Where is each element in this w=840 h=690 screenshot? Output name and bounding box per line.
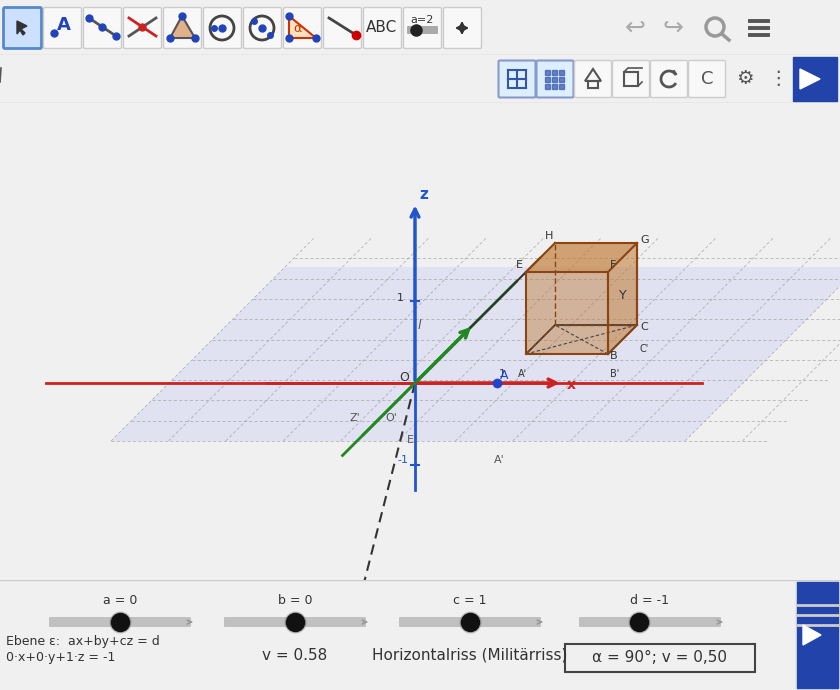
Text: ABC: ABC bbox=[366, 21, 397, 35]
Text: a = 0: a = 0 bbox=[102, 593, 137, 607]
FancyBboxPatch shape bbox=[83, 8, 122, 48]
Polygon shape bbox=[800, 69, 820, 89]
Polygon shape bbox=[17, 21, 27, 35]
Text: B': B' bbox=[610, 369, 619, 379]
Text: 1: 1 bbox=[397, 293, 404, 303]
FancyBboxPatch shape bbox=[284, 8, 322, 48]
Text: α = 90°; v = 0,50: α = 90°; v = 0,50 bbox=[592, 651, 727, 665]
Bar bbox=[795, 580, 840, 690]
FancyBboxPatch shape bbox=[689, 61, 726, 97]
Text: E': E' bbox=[407, 435, 417, 445]
Text: z: z bbox=[419, 186, 428, 201]
FancyBboxPatch shape bbox=[49, 617, 191, 627]
Polygon shape bbox=[803, 625, 821, 645]
FancyBboxPatch shape bbox=[323, 8, 361, 48]
Bar bbox=[552, 77, 557, 82]
Bar bbox=[552, 84, 557, 89]
FancyBboxPatch shape bbox=[612, 61, 649, 97]
FancyBboxPatch shape bbox=[3, 8, 41, 48]
FancyBboxPatch shape bbox=[650, 61, 687, 97]
FancyBboxPatch shape bbox=[164, 8, 202, 48]
Text: ⚙: ⚙ bbox=[736, 70, 753, 88]
Polygon shape bbox=[608, 243, 637, 354]
Text: A': A' bbox=[518, 369, 528, 379]
Text: c = 1: c = 1 bbox=[454, 593, 486, 607]
Polygon shape bbox=[800, 69, 820, 89]
Text: A': A' bbox=[494, 455, 505, 465]
Text: Ebene ε:  ax+by+cz = d: Ebene ε: ax+by+cz = d bbox=[6, 635, 160, 649]
Text: a=2: a=2 bbox=[410, 15, 433, 25]
Bar bbox=[588, 81, 598, 88]
Text: A: A bbox=[57, 16, 71, 34]
Polygon shape bbox=[170, 16, 195, 38]
FancyBboxPatch shape bbox=[407, 26, 438, 34]
Text: Horizontalriss (Militärriss): Horizontalriss (Militärriss) bbox=[372, 647, 568, 662]
Polygon shape bbox=[289, 16, 316, 38]
Bar bbox=[624, 72, 638, 86]
Text: A: A bbox=[500, 369, 508, 382]
Text: C': C' bbox=[640, 344, 649, 354]
Text: C: C bbox=[701, 70, 713, 88]
Bar bbox=[552, 70, 557, 75]
FancyBboxPatch shape bbox=[579, 617, 721, 627]
Text: G: G bbox=[640, 235, 648, 245]
Polygon shape bbox=[526, 272, 608, 354]
Text: F: F bbox=[610, 260, 617, 270]
FancyBboxPatch shape bbox=[203, 8, 242, 48]
Text: P: P bbox=[363, 611, 371, 625]
Bar bbox=[545, 70, 550, 75]
Text: ↪: ↪ bbox=[663, 16, 684, 40]
Text: Z': Z' bbox=[350, 413, 360, 423]
Text: 1: 1 bbox=[499, 369, 506, 379]
Polygon shape bbox=[111, 267, 840, 441]
Bar bbox=[565, 644, 755, 672]
FancyBboxPatch shape bbox=[444, 8, 481, 48]
Bar bbox=[559, 84, 564, 89]
FancyBboxPatch shape bbox=[44, 8, 81, 48]
FancyBboxPatch shape bbox=[575, 61, 612, 97]
Text: E: E bbox=[516, 260, 523, 270]
Bar bbox=[559, 70, 564, 75]
Bar bbox=[545, 77, 550, 82]
Text: 0·x+0·y+1·z = -1: 0·x+0·y+1·z = -1 bbox=[6, 651, 115, 664]
FancyBboxPatch shape bbox=[403, 8, 442, 48]
Text: B: B bbox=[610, 351, 617, 361]
Text: ⋮: ⋮ bbox=[769, 70, 788, 88]
Text: α: α bbox=[293, 21, 301, 34]
Bar bbox=[793, 57, 837, 101]
Text: C: C bbox=[640, 322, 648, 332]
Text: O: O bbox=[399, 371, 409, 384]
Text: ↩: ↩ bbox=[624, 16, 645, 40]
FancyBboxPatch shape bbox=[224, 617, 366, 627]
FancyBboxPatch shape bbox=[244, 8, 281, 48]
Text: x: x bbox=[567, 378, 575, 392]
Text: H: H bbox=[545, 231, 554, 241]
Bar bbox=[797, 582, 838, 688]
Text: v = 0.58: v = 0.58 bbox=[262, 647, 328, 662]
Text: d = -1: d = -1 bbox=[631, 593, 669, 607]
Text: -1: -1 bbox=[397, 455, 408, 465]
FancyBboxPatch shape bbox=[364, 8, 402, 48]
FancyBboxPatch shape bbox=[537, 61, 574, 97]
FancyBboxPatch shape bbox=[399, 617, 541, 627]
Text: O': O' bbox=[385, 413, 396, 423]
FancyBboxPatch shape bbox=[123, 8, 161, 48]
FancyBboxPatch shape bbox=[498, 61, 536, 97]
Text: Y: Y bbox=[619, 288, 627, 302]
Text: b = 0: b = 0 bbox=[278, 593, 312, 607]
Bar bbox=[559, 77, 564, 82]
Text: l: l bbox=[418, 319, 422, 332]
Bar bbox=[545, 84, 550, 89]
Polygon shape bbox=[526, 243, 637, 272]
